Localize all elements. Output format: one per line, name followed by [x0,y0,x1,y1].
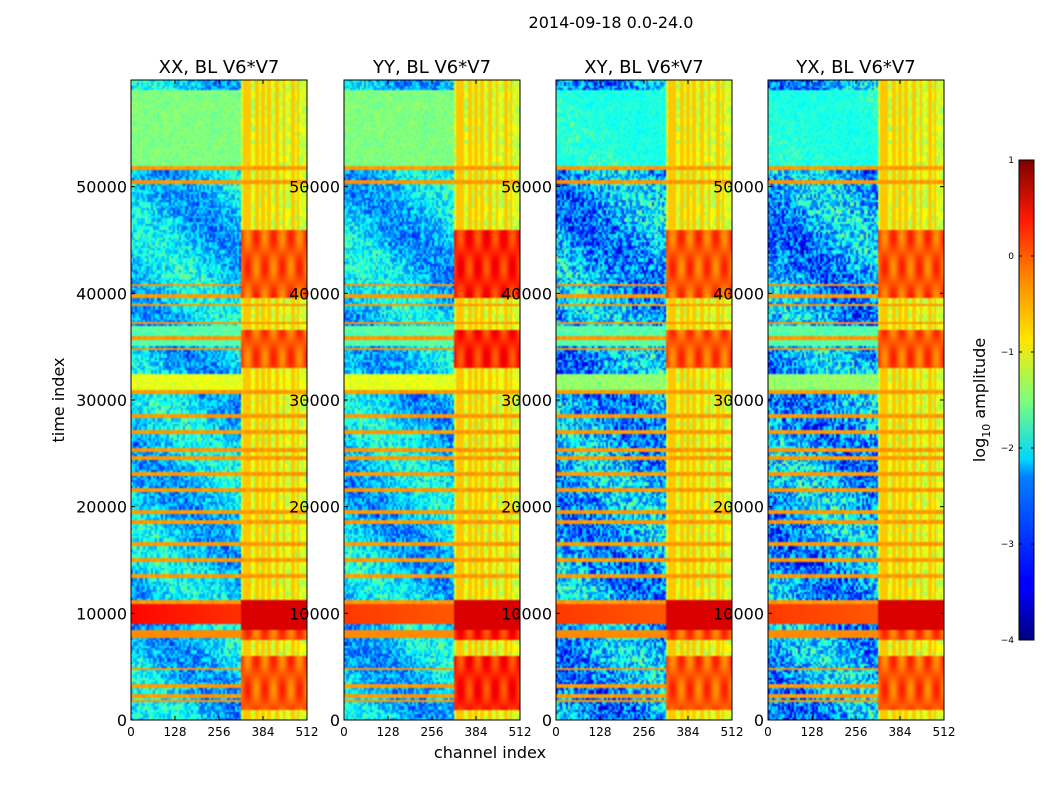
colorbar-gradient [1018,159,1035,641]
y-tick-label: 20000 [713,498,764,517]
colorbar-tick-label: 0 [1008,252,1014,262]
y-tick-label: 0 [117,711,127,730]
y-tick-label: 20000 [76,498,127,517]
y-tick-label: 40000 [289,284,340,303]
x-tick-label: 384 [465,725,488,739]
x-tick-label: 512 [509,725,532,739]
panel-yx: YX, BL V6*V7 0 128 256 384 512 0 10000 20000 3000… [713,57,955,739]
panel-xx: XX, BL V6*V7 0 128 256 384 512 0 10000 20000 3000… [76,57,318,739]
y-tick-label: 0 [542,711,552,730]
y-tick-label: 10000 [713,604,764,623]
y-tick-label: 30000 [501,391,552,410]
x-tick-label: 0 [764,725,772,739]
x-tick-label: 128 [377,725,400,739]
y-tick-label: 20000 [289,498,340,517]
x-tick-label: 512 [721,725,744,739]
colorbar-tick-label: −3 [1001,540,1014,550]
x-axis-label: channel index [434,743,546,762]
y-tick-label: 30000 [76,391,127,410]
x-tick-label: 512 [933,725,956,739]
y-tick-label: 30000 [289,391,340,410]
panel-title: YX, BL V6*V7 [795,57,915,78]
x-tick-label: 384 [677,725,700,739]
panel-xy: XY, BL V6*V7 0 128 256 384 512 0 10000 20000 3000… [501,57,743,739]
colorbar-tick-label: −4 [1001,636,1015,646]
panel-yy: YY, BL V6*V7 0 128 256 384 512 0 10000 20000 3000… [289,57,531,739]
y-tick-label: 30000 [713,391,764,410]
heatmap-image-yy [344,80,520,720]
heatmap-image-xx [131,80,307,720]
y-tick-label: 10000 [501,604,552,623]
x-tick-label: 0 [340,725,348,739]
panel-title: XY, BL V6*V7 [584,57,703,78]
x-tick-label: 256 [208,725,231,739]
y-tick-label: 50000 [501,178,552,197]
colorbar-label: log10 amplitude [970,338,993,462]
colorbar-tick-label: 1 [1008,156,1014,166]
y-tick-label: 10000 [76,604,127,623]
panel-title: XX, BL V6*V7 [159,57,280,78]
x-tick-label: 512 [296,725,319,739]
y-tick-label: 20000 [501,498,552,517]
x-tick-label: 128 [164,725,187,739]
x-tick-label: 384 [252,725,275,739]
y-axis-label: time index [49,357,68,442]
x-tick-label: 128 [801,725,824,739]
panel-title: YY, BL V6*V7 [372,57,491,78]
y-tick-label: 50000 [76,178,127,197]
y-tick-label: 0 [330,711,340,730]
heatmap-image-xy [556,80,732,720]
y-tick-label: 50000 [289,178,340,197]
y-tick-label: 10000 [289,604,340,623]
x-tick-label: 256 [845,725,868,739]
x-tick-label: 384 [889,725,912,739]
colorbar-tick-label: −2 [1001,444,1014,454]
colorbar: −4 −3 −2 −1 0 1 log10 amplitude [970,156,1035,646]
figure-title: 2014-09-18 0.0-24.0 [529,13,694,32]
x-tick-label: 256 [633,725,656,739]
x-tick-label: 256 [421,725,444,739]
x-tick-label: 0 [552,725,560,739]
y-tick-label: 40000 [713,284,764,303]
x-tick-label: 128 [589,725,612,739]
y-tick-label: 50000 [713,178,764,197]
y-tick-label: 40000 [76,284,127,303]
y-tick-label: 0 [754,711,764,730]
y-tick-label: 40000 [501,284,552,303]
heatmap-image-yx [768,80,944,720]
colorbar-tick-label: −1 [1001,348,1014,358]
x-tick-label: 0 [127,725,135,739]
